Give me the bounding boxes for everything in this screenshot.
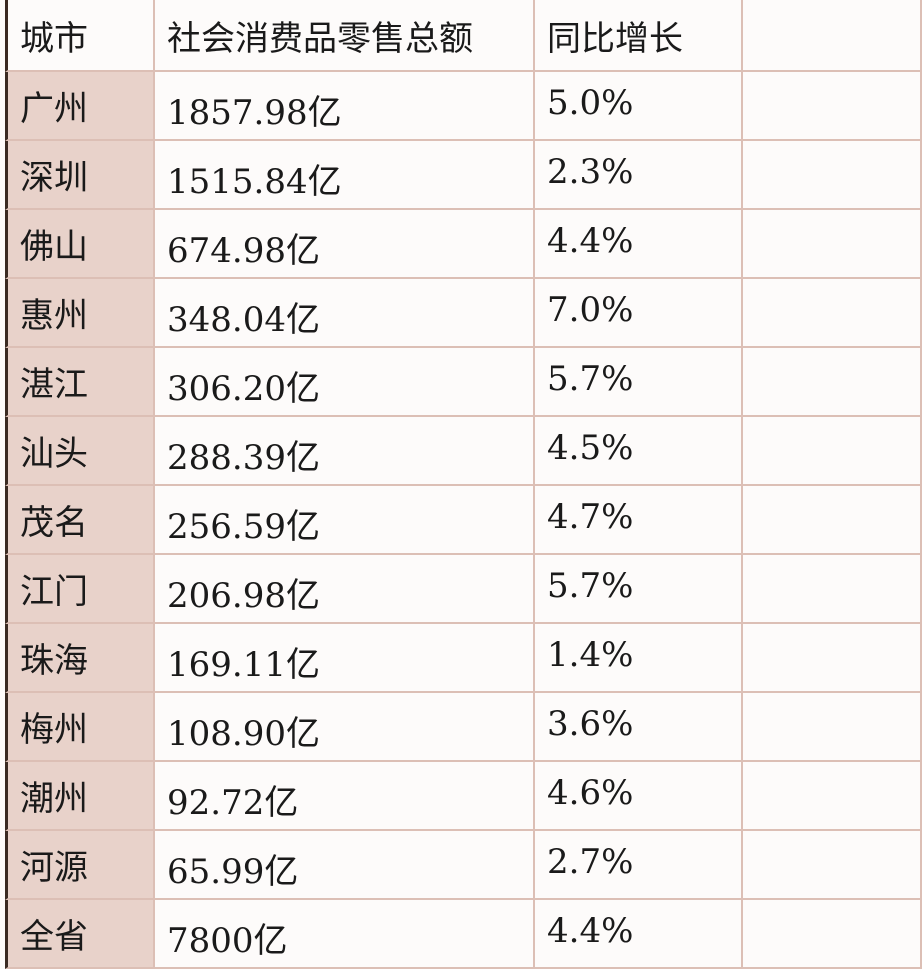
value-cell: 2.3% — [535, 141, 743, 210]
value-cell: 5.7% — [535, 555, 743, 624]
city-cell: 全省 — [5, 900, 155, 969]
header-cell: 社会消费品零售总额 — [155, 0, 535, 72]
value-cell: 108.90亿 — [155, 693, 535, 762]
empty-cell — [743, 417, 922, 486]
value-cell: 4.4% — [535, 210, 743, 279]
value-cell: 1857.98亿 — [155, 72, 535, 141]
header-cell: 同比增长 — [535, 0, 743, 72]
value-cell: 5.7% — [535, 348, 743, 417]
value-cell: 4.4% — [535, 900, 743, 969]
value-cell: 288.39亿 — [155, 417, 535, 486]
city-cell: 湛江 — [5, 348, 155, 417]
value-cell: 92.72亿 — [155, 762, 535, 831]
empty-cell — [743, 0, 922, 72]
value-cell: 65.99亿 — [155, 831, 535, 900]
empty-cell — [743, 693, 922, 762]
value-cell: 169.11亿 — [155, 624, 535, 693]
empty-cell — [743, 210, 922, 279]
value-cell: 5.0% — [535, 72, 743, 141]
value-cell: 1515.84亿 — [155, 141, 535, 210]
empty-cell — [743, 831, 922, 900]
value-cell: 1.4% — [535, 624, 743, 693]
value-cell: 7.0% — [535, 279, 743, 348]
value-cell: 348.04亿 — [155, 279, 535, 348]
value-cell: 4.5% — [535, 417, 743, 486]
empty-cell — [743, 486, 922, 555]
value-cell: 2.7% — [535, 831, 743, 900]
empty-cell — [743, 279, 922, 348]
city-cell: 茂名 — [5, 486, 155, 555]
value-cell: 256.59亿 — [155, 486, 535, 555]
value-cell: 3.6% — [535, 693, 743, 762]
city-cell: 广州 — [5, 72, 155, 141]
value-cell: 306.20亿 — [155, 348, 535, 417]
city-cell: 珠海 — [5, 624, 155, 693]
city-cell: 潮州 — [5, 762, 155, 831]
city-cell: 深圳 — [5, 141, 155, 210]
city-cell: 河源 — [5, 831, 155, 900]
header-cell: 城市 — [5, 0, 155, 72]
empty-cell — [743, 72, 922, 141]
empty-cell — [743, 624, 922, 693]
value-cell: 4.7% — [535, 486, 743, 555]
city-cell: 梅州 — [5, 693, 155, 762]
empty-cell — [743, 555, 922, 624]
city-cell: 汕头 — [5, 417, 155, 486]
empty-cell — [743, 900, 922, 969]
empty-cell — [743, 141, 922, 210]
city-cell: 江门 — [5, 555, 155, 624]
city-cell: 佛山 — [5, 210, 155, 279]
value-cell: 206.98亿 — [155, 555, 535, 624]
city-cell: 惠州 — [5, 279, 155, 348]
value-cell: 674.98亿 — [155, 210, 535, 279]
empty-cell — [743, 348, 922, 417]
value-cell: 7800亿 — [155, 900, 535, 969]
value-cell: 4.6% — [535, 762, 743, 831]
empty-cell — [743, 762, 922, 831]
